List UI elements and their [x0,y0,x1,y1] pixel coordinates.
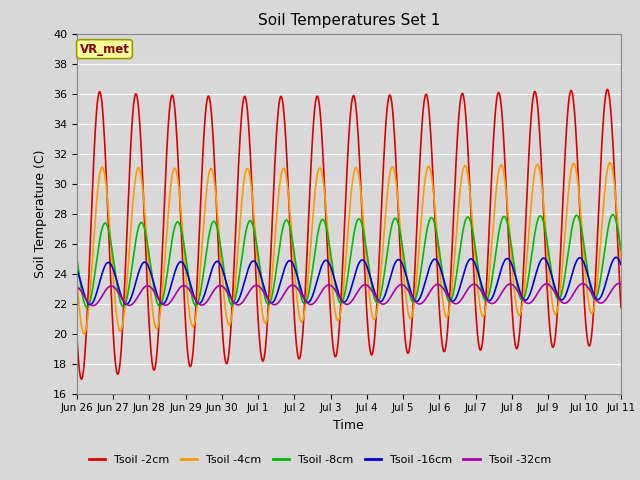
Tsoil -4cm [131,183,138,189]
Tsoil -8cm [36,255,44,261]
Tsoil -8cm [131,246,138,252]
Tsoil -4cm [314,172,321,178]
Tsoil -4cm [36,275,44,281]
Tsoil -4cm [628,293,636,299]
Tsoil -32cm [635,300,640,305]
Legend: Tsoil -2cm, Tsoil -4cm, Tsoil -8cm, Tsoil -16cm, Tsoil -32cm: Tsoil -2cm, Tsoil -4cm, Tsoil -8cm, Tsoi… [84,451,556,469]
Tsoil -16cm [314,277,321,283]
Tsoil -4cm [635,211,640,217]
X-axis label: Time: Time [333,419,364,432]
Tsoil -8cm [314,234,321,240]
Tsoil -2cm [482,297,490,303]
Text: VR_met: VR_met [79,43,129,56]
Tsoil -16cm [324,260,332,265]
Tsoil -32cm [615,281,623,287]
Tsoil -4cm [569,161,577,167]
Tsoil -32cm [569,291,577,297]
Tsoil -2cm [131,93,139,99]
Line: Tsoil -4cm: Tsoil -4cm [40,163,639,337]
Tsoil -16cm [131,284,138,290]
Tsoil -2cm [628,271,636,276]
Tsoil -2cm [635,126,640,132]
Tsoil -2cm [60,86,67,92]
Tsoil -32cm [131,299,138,305]
Tsoil -32cm [53,303,61,309]
Tsoil -8cm [47,305,54,311]
Tsoil -16cm [481,293,489,299]
Tsoil -8cm [569,220,577,226]
Y-axis label: Soil Temperature (C): Soil Temperature (C) [35,149,47,278]
Tsoil -4cm [606,160,614,166]
Tsoil -4cm [324,239,332,244]
Tsoil -2cm [570,98,577,104]
Tsoil -32cm [628,296,636,302]
Tsoil -2cm [36,336,44,342]
Tsoil -32cm [481,295,489,300]
Tsoil -2cm [42,383,49,388]
Tsoil -32cm [314,296,321,301]
Tsoil -16cm [635,289,640,295]
Tsoil -32cm [324,282,332,288]
Tsoil -4cm [481,307,489,313]
Tsoil -8cm [609,212,617,217]
Tsoil -16cm [628,295,636,300]
Tsoil -2cm [314,94,321,99]
Tsoil -16cm [612,254,620,260]
Tsoil -16cm [36,267,44,273]
Tsoil -32cm [36,284,44,290]
Tsoil -2cm [325,283,333,288]
Line: Tsoil -16cm: Tsoil -16cm [40,257,639,305]
Line: Tsoil -2cm: Tsoil -2cm [40,89,639,385]
Tsoil -8cm [481,298,489,303]
Line: Tsoil -8cm: Tsoil -8cm [40,215,639,308]
Tsoil -8cm [635,261,640,267]
Tsoil -16cm [50,302,58,308]
Tsoil -4cm [44,335,52,340]
Tsoil -8cm [628,295,636,300]
Tsoil -16cm [569,268,577,274]
Line: Tsoil -32cm: Tsoil -32cm [40,284,639,306]
Tsoil -8cm [324,237,332,242]
Title: Soil Temperatures Set 1: Soil Temperatures Set 1 [258,13,440,28]
